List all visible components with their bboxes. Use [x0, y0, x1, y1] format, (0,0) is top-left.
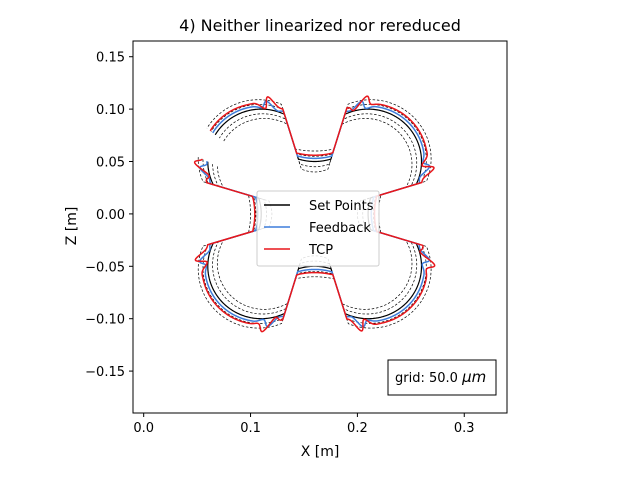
grid-annotation-prefix: grid: 50.0 — [395, 371, 462, 386]
tolerance-band-line — [197, 99, 432, 329]
series-line — [193, 95, 436, 333]
plot-area — [193, 95, 436, 333]
legend-label: Set Points — [309, 199, 374, 214]
y-tick-label: 0.00 — [96, 208, 125, 223]
x-tick-label: 0.3 — [454, 421, 475, 436]
axes: 0.0 0.1 0.2 0.3 −0.15 −0.10 −0.05 0.00 0.05 0.10 0… — [85, 40, 508, 436]
series-line — [198, 100, 431, 328]
y-tick-label: −0.05 — [85, 260, 125, 275]
y-tick-label: −0.10 — [85, 313, 125, 328]
y-tick-label: 0.15 — [96, 51, 125, 66]
grid-annotation-text: grid: 50.0 μm — [395, 368, 486, 386]
tolerance-band-line — [212, 113, 418, 315]
grid-annotation-box — [387, 359, 497, 396]
y-tick-label: −0.15 — [85, 365, 125, 380]
legend: Set Points Feedback TCP — [256, 190, 380, 267]
x-axis-label: X [m] — [301, 444, 340, 460]
y-tick-label: 0.05 — [96, 156, 125, 171]
x-tick-label: 0.1 — [240, 421, 261, 436]
legend-box — [256, 190, 380, 267]
chart-title: 4) Neither linearized nor rereduced — [179, 16, 461, 35]
y-axis-label: Z [m] — [64, 207, 80, 246]
grid-annotation: grid: 50.0 μm — [387, 359, 497, 396]
x-tick-label: 0.2 — [347, 421, 368, 436]
tolerance-band-line — [216, 118, 413, 310]
legend-label: TCP — [308, 243, 333, 258]
grid-annotation-unit: μm — [461, 368, 486, 386]
x-tick-label: 0.0 — [133, 421, 154, 436]
tolerance-band-line — [202, 104, 427, 324]
y-tick-label: 0.10 — [96, 103, 125, 118]
plot-frame — [132, 40, 508, 414]
series-line — [207, 108, 423, 320]
legend-label: Feedback — [309, 221, 371, 236]
